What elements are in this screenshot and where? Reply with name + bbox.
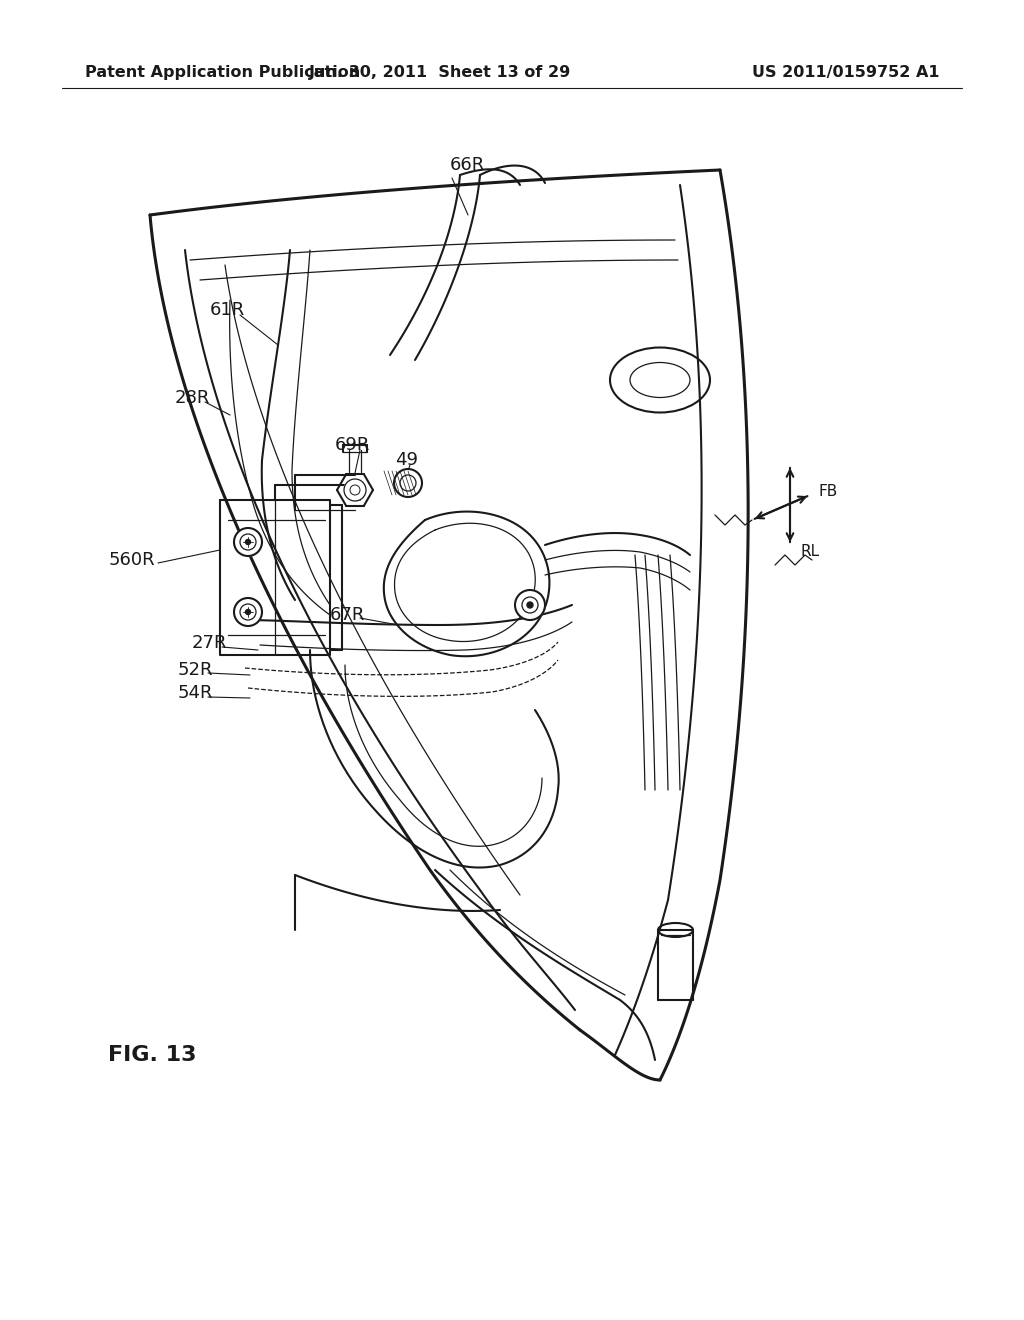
Circle shape bbox=[394, 469, 422, 498]
Text: Patent Application Publication: Patent Application Publication bbox=[85, 65, 360, 79]
Text: 28R: 28R bbox=[175, 389, 210, 407]
Circle shape bbox=[246, 540, 251, 544]
Text: RL: RL bbox=[800, 544, 819, 560]
Text: FB: FB bbox=[818, 484, 838, 499]
Circle shape bbox=[515, 590, 545, 620]
Text: 560R: 560R bbox=[109, 550, 155, 569]
Circle shape bbox=[344, 479, 366, 502]
Circle shape bbox=[234, 528, 262, 556]
Text: 69R: 69R bbox=[335, 436, 371, 454]
Text: FIG. 13: FIG. 13 bbox=[108, 1045, 197, 1065]
Text: 66R: 66R bbox=[450, 156, 485, 174]
Circle shape bbox=[527, 602, 534, 609]
Text: US 2011/0159752 A1: US 2011/0159752 A1 bbox=[753, 65, 940, 79]
Text: 54R: 54R bbox=[178, 684, 213, 702]
Text: 67R: 67R bbox=[330, 606, 366, 624]
Circle shape bbox=[234, 598, 262, 626]
Text: Jun. 30, 2011  Sheet 13 of 29: Jun. 30, 2011 Sheet 13 of 29 bbox=[309, 65, 571, 79]
Circle shape bbox=[246, 610, 251, 615]
Text: 52R: 52R bbox=[178, 661, 213, 678]
Text: 61R: 61R bbox=[210, 301, 246, 319]
Text: 49: 49 bbox=[395, 451, 418, 469]
Text: 27R: 27R bbox=[193, 634, 227, 652]
